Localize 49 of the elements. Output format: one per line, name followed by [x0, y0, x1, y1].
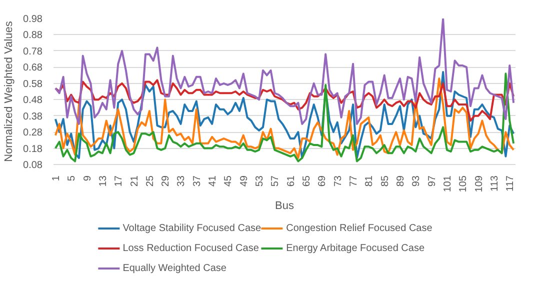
x-tick-label: 29	[160, 175, 172, 187]
x-tick-label: 13	[98, 175, 109, 187]
x-tick-label: 93	[411, 175, 422, 187]
x-tick-label: 37	[192, 175, 203, 187]
x-tick-label: 85	[380, 175, 391, 187]
y-tick-label: 0.38	[23, 111, 43, 122]
x-tick-label: 57	[270, 175, 282, 187]
legend-label: Congestion Relief Focused Case	[286, 222, 432, 234]
x-tick-label: 105	[458, 175, 470, 192]
x-axis-title: Bus	[275, 200, 294, 212]
legend-label: Energy Arbitage Focused Case	[286, 242, 425, 254]
x-tick-label: 25	[144, 175, 156, 187]
x-tick-label: 101	[442, 175, 454, 192]
x-tick-label: 117	[505, 175, 516, 192]
x-tick-label: 33	[176, 175, 188, 187]
line-series	[54, 18, 515, 125]
y-axis-title: Normalized Weighted Values	[3, 20, 16, 162]
x-tick-label: 53	[254, 175, 266, 187]
x-tick-label: 65	[302, 175, 313, 187]
x-tick-label: 113	[489, 175, 500, 192]
legend-label: Equally Weighted Case	[122, 262, 226, 274]
y-tick-label: 0.08	[23, 160, 43, 171]
legend-label: Loss Reduction Focused Case	[122, 242, 259, 254]
x-tick-label: 17	[114, 175, 125, 187]
x-tick-label: 45	[223, 175, 234, 187]
x-tick-label: 5	[66, 175, 78, 182]
x-tick-label: 61	[286, 175, 297, 187]
y-tick-label: 0.28	[23, 128, 43, 139]
y-tick-label: 0.18	[23, 144, 43, 155]
y-tick-label: 0.68	[23, 62, 43, 74]
x-tick-label: 109	[474, 175, 485, 192]
line-series	[54, 79, 515, 122]
y-tick-label: 0.88	[23, 30, 43, 42]
y-tick-label: 0.78	[23, 46, 43, 58]
x-tick-label: 73	[332, 175, 344, 187]
x-tick-label: 97	[426, 175, 438, 187]
x-tick-label: 89	[396, 175, 406, 187]
y-tick-label: 0.58	[23, 78, 43, 90]
y-tick-label: 0.48	[23, 95, 43, 106]
x-tick-label: 49	[238, 175, 250, 187]
x-tick-label: 77	[348, 175, 360, 187]
x-tick-label: 41	[208, 175, 219, 187]
x-tick-label: 21	[129, 175, 140, 187]
x-tick-label: 69	[317, 175, 328, 187]
x-tick-label: 1	[50, 175, 62, 182]
legend-label: Voltage Stability Focused Case	[122, 222, 262, 234]
x-tick-label: 81	[364, 175, 376, 187]
x-tick-label: 9	[82, 175, 94, 182]
y-tick-label: 0.98	[23, 14, 43, 25]
